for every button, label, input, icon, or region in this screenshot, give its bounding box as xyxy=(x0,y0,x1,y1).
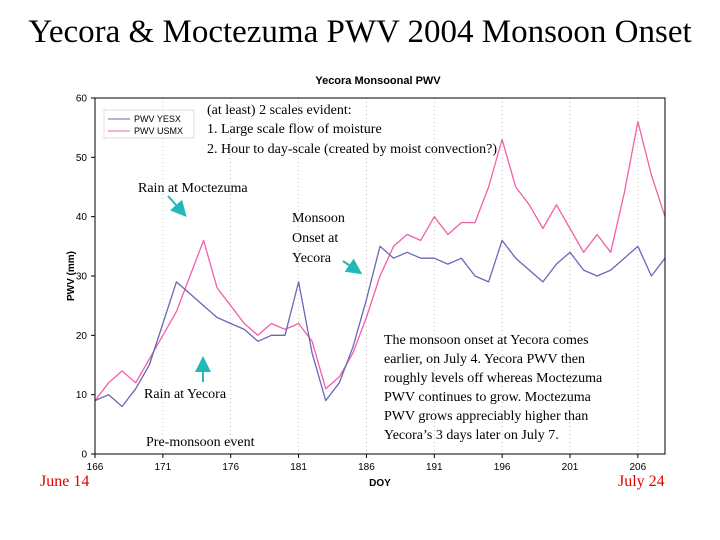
y-tick-label: 30 xyxy=(76,272,88,283)
legend-box xyxy=(103,109,195,139)
y-axis-label: PWV (mm) xyxy=(66,251,77,301)
x-tick-label: 186 xyxy=(358,462,375,473)
x-tick-label: 181 xyxy=(290,462,307,473)
summary-line: Yecora’s 3 days later on July 7. xyxy=(384,428,559,443)
annotation-onset-line1: Monsoon xyxy=(292,211,345,226)
annotation-premonsoon: Pre-monsoon event xyxy=(146,435,255,450)
chart-title: Yecora Monsoonal PWV xyxy=(315,75,441,87)
y-tick-label: 50 xyxy=(76,153,88,164)
x-tick-label: 201 xyxy=(562,462,579,473)
summary-line: PWV continues to grow. Moctezuma xyxy=(384,390,592,405)
arrow-onset xyxy=(342,258,363,275)
y-axis-ticks: 0 10 20 30 40 50 60 xyxy=(76,94,95,461)
summary-line: roughly levels off whereas Moctezuma xyxy=(384,371,603,386)
xaxis-start-date: June 14 xyxy=(40,473,89,490)
annotation-rain-moctezuma: Rain at Moctezuma xyxy=(138,181,248,196)
summary-line: PWV grows appreciably higher than xyxy=(384,409,588,424)
series-line-usmx xyxy=(94,121,666,401)
annotation-summary: The monsoon onset at Yecora comes earlie… xyxy=(384,333,603,443)
y-tick-label: 10 xyxy=(76,390,88,401)
series-layer xyxy=(94,121,666,408)
y-tick-label: 60 xyxy=(76,94,88,105)
annotation-rain-yecora: Rain at Yecora xyxy=(144,387,227,402)
x-tick-label: 176 xyxy=(222,462,239,473)
annotation-scale-1: 1. Large scale flow of moisture xyxy=(207,122,382,137)
legend-label-usmx: PWV USMX xyxy=(134,126,183,136)
y-tick-label: 0 xyxy=(81,450,87,461)
series-line-yesx xyxy=(94,239,666,408)
x-tick-label: 206 xyxy=(630,462,647,473)
y-tick-label: 20 xyxy=(76,331,88,342)
x-tick-label: 166 xyxy=(87,462,104,473)
annotation-onset-line2: Onset at xyxy=(292,231,338,246)
x-tick-label: 171 xyxy=(155,462,172,473)
slide-title: Yecora & Moctezuma PWV 2004 Monsoon Onse… xyxy=(28,14,692,50)
summary-line: earlier, on July 4. Yecora PWV then xyxy=(384,352,585,367)
y-tick-label: 40 xyxy=(76,212,88,223)
x-tick-label: 196 xyxy=(494,462,511,473)
annotation-scales-title: (at least) 2 scales evident: xyxy=(207,103,352,118)
legend: PWV YESX PWV USMX xyxy=(103,109,195,139)
x-axis-ticks: 166 171 176 181 186 191 196 201 206 xyxy=(87,454,647,473)
xaxis-end-date: July 24 xyxy=(618,473,665,490)
legend-label-yesx: PWV YESX xyxy=(134,114,181,124)
x-tick-label: 191 xyxy=(426,462,443,473)
arrow-rain-moctezuma xyxy=(167,195,187,217)
annotation-scale-2: 2. Hour to day-scale (created by moist c… xyxy=(207,142,497,157)
annotation-onset-line3: Yecora xyxy=(292,251,332,266)
x-axis-label: DOY xyxy=(369,478,391,489)
summary-line: The monsoon onset at Yecora comes xyxy=(384,333,589,348)
